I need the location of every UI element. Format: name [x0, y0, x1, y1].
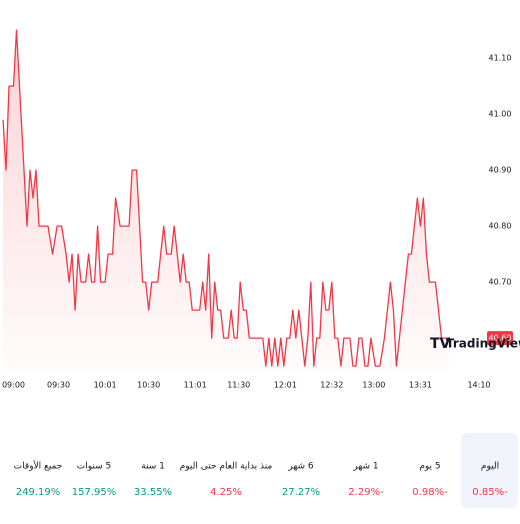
- period-label: منذ بداية العام حتى اليوم: [180, 462, 273, 472]
- y-tick-label: 40.70: [489, 278, 512, 287]
- x-tick-label: 09:30: [47, 381, 70, 390]
- period-label: جميع الأوقات: [14, 460, 63, 472]
- x-tick-label: 10:30: [137, 381, 160, 390]
- x-tick-label: 10:01: [94, 381, 117, 390]
- area: [3, 30, 449, 370]
- y-tick-label: 40.90: [489, 166, 512, 175]
- watermark-text: TradingView: [446, 337, 520, 351]
- period-label: 1 شهر: [352, 462, 378, 472]
- period-label: 5 سنوات: [77, 462, 111, 472]
- period-change: 4.25%: [210, 487, 242, 498]
- period-label: اليوم: [481, 462, 499, 472]
- period-change: -2.29%: [348, 487, 384, 498]
- x-tick-label: 09:00: [2, 381, 25, 390]
- period-change: -0.85%: [472, 487, 508, 498]
- x-tick-label: 12:32: [320, 381, 343, 390]
- x-tick-label: 11:01: [184, 381, 207, 390]
- period-label: 1 سنة: [141, 462, 165, 472]
- period-change: 157.95%: [72, 487, 117, 498]
- x-tick-label: 13:31: [409, 381, 432, 390]
- price-tag: [487, 331, 513, 346]
- period-change: 249.19%: [16, 487, 61, 498]
- x-tick-label: 12:01: [274, 381, 297, 390]
- period-change: 27.27%: [282, 487, 320, 498]
- watermark: 𝗧𝗩 TradingView: [430, 336, 520, 352]
- period-label: 5 يوم: [419, 462, 440, 472]
- logo-mark: 𝗧𝗩: [430, 336, 451, 352]
- selected-period-bg: [461, 433, 518, 508]
- price-tag-label: 40.60: [489, 334, 512, 343]
- x-tick-label: 13:00: [362, 381, 385, 390]
- price-line: [2, 29, 449, 367]
- x-tick-label: 11:30: [227, 381, 250, 390]
- y-tick-label: 41.10: [489, 54, 512, 63]
- x-tick-label: 14:10: [467, 381, 490, 390]
- period-label: 6 شهر: [287, 462, 314, 472]
- y-tick-label: 40.80: [489, 222, 512, 231]
- period-change: -0.98%: [412, 487, 448, 498]
- period-change: 33.55%: [134, 487, 172, 498]
- y-tick-label: 41.00: [489, 110, 512, 119]
